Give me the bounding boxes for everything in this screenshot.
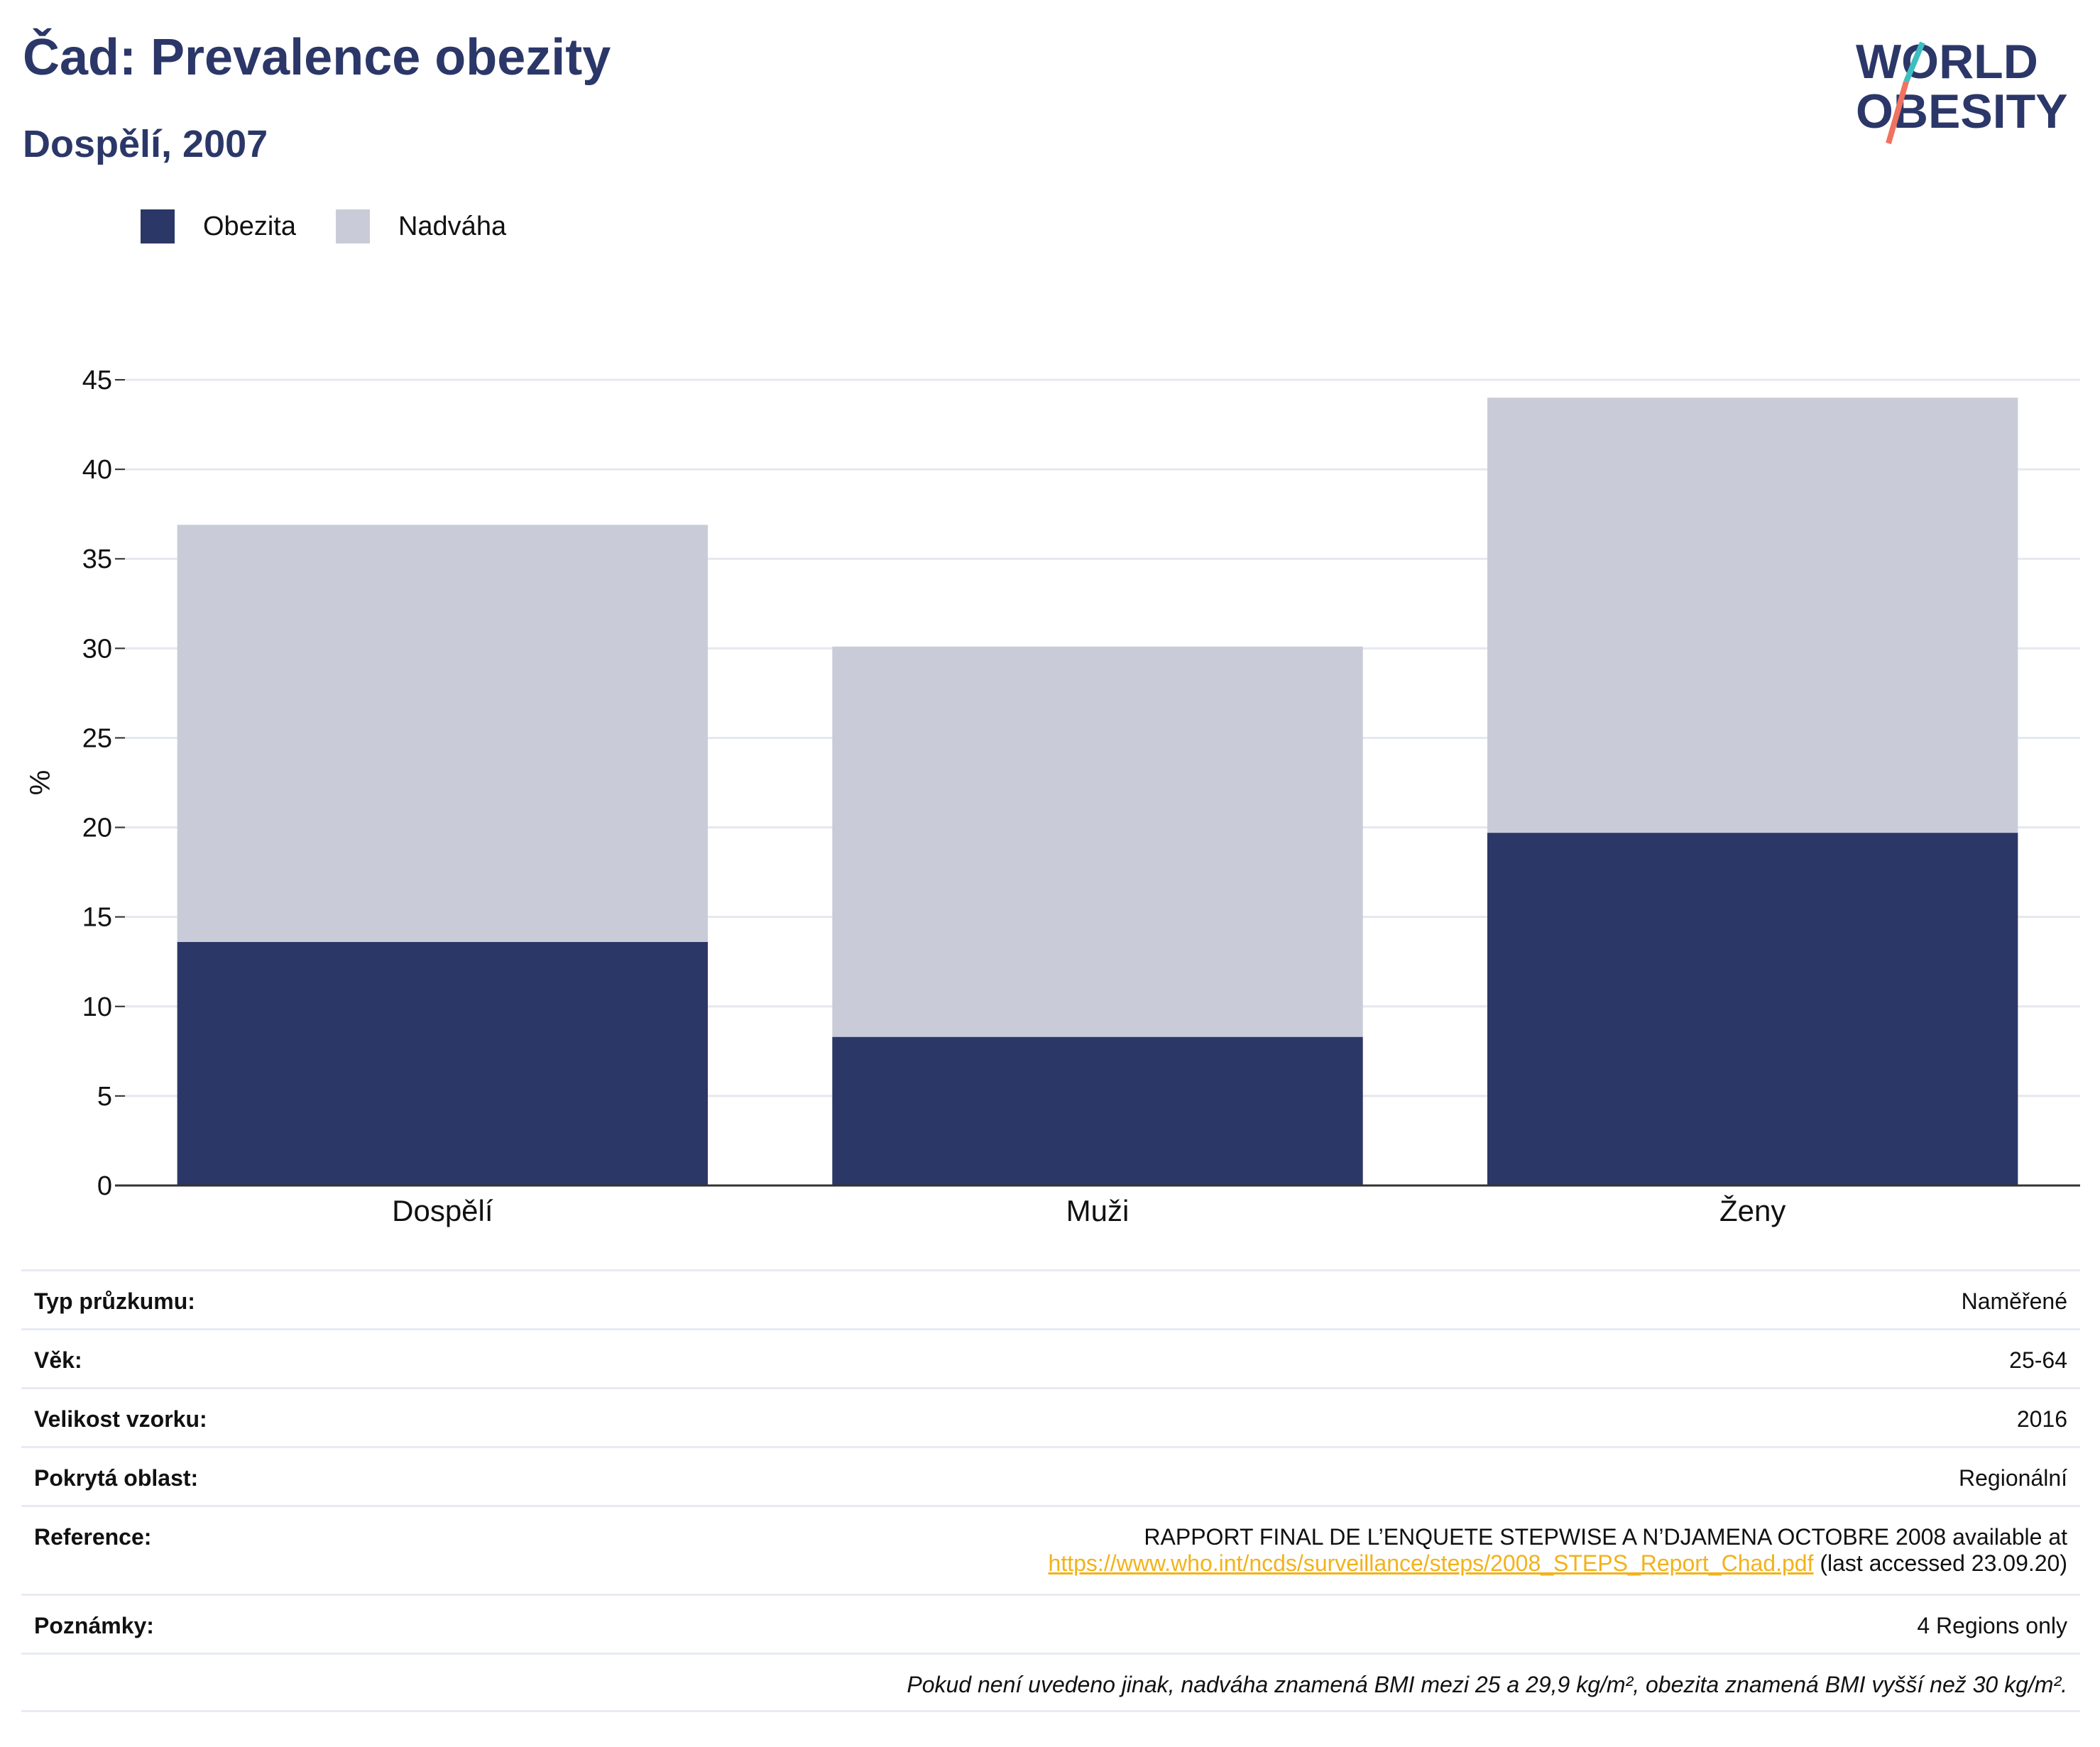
- y-tick-label: 40: [82, 455, 112, 485]
- y-tick-label: 15: [82, 903, 112, 933]
- y-tick-label: 0: [97, 1171, 112, 1201]
- bar-obesity-1: [177, 941, 709, 1185]
- y-tick-label: 35: [82, 544, 112, 574]
- logo-slash-coral: [1886, 80, 1909, 145]
- reference-text: RAPPORT FINAL DE L’ENQUETE STEPWISE A N’…: [1144, 1524, 2067, 1550]
- info-row-footnote: Pokud není uvedeno jinak, nadváha znamen…: [21, 1653, 2080, 1712]
- bar-obesity-3: [1487, 833, 2018, 1185]
- y-tick-label: 20: [82, 814, 112, 843]
- info-row-notes: Poznámky: 4 Regions only: [21, 1594, 2080, 1653]
- y-tick-label: 45: [82, 366, 112, 395]
- legend-label-overweight: Nadváha: [398, 211, 507, 241]
- legend-swatch-obesity: [141, 209, 175, 243]
- y-axis-title: %: [25, 770, 56, 796]
- x-category-label: Muži: [1066, 1194, 1130, 1227]
- logo-text-world: WORLD: [1856, 35, 2038, 89]
- info-label: Věk:: [34, 1347, 82, 1373]
- world-obesity-logo: WORLD OBESITY: [1856, 35, 2068, 145]
- info-value: 25-64: [2009, 1347, 2067, 1373]
- bar-overweight-2: [832, 646, 1363, 1037]
- legend-swatch-overweight: [335, 209, 370, 243]
- footnote-text: Pokud není uvedeno jinak, nadváha znamen…: [907, 1672, 2067, 1697]
- info-value: Naměřené: [1961, 1288, 2067, 1314]
- reference-link[interactable]: https://www.who.int/ncds/surveillance/st…: [1048, 1550, 1814, 1576]
- logo-text-obesity: OBESITY: [1856, 84, 2068, 138]
- y-tick-label: 5: [97, 1082, 112, 1112]
- legend-item-overweight[interactable]: Nadváha: [335, 209, 507, 243]
- info-row-survey-type: Typ průzkumu: Naměřené: [21, 1269, 2080, 1328]
- bar-obesity-2: [832, 1036, 1363, 1185]
- logo-slash-teal: [1903, 41, 1925, 83]
- info-value: 2016: [2016, 1406, 2067, 1432]
- bar-overweight-1: [177, 525, 709, 942]
- info-value: Regionální: [1959, 1465, 2067, 1491]
- info-table: Typ průzkumu: Naměřené Věk: 25-64 Veliko…: [21, 1269, 2080, 1712]
- y-tick-label: 10: [82, 992, 112, 1022]
- info-label: Velikost vzorku:: [34, 1406, 207, 1432]
- x-category-label: Ženy: [1719, 1194, 1785, 1227]
- page-title: Čad: Prevalence obezity: [23, 29, 611, 86]
- chart-legend: Obezita Nadváha: [141, 209, 546, 243]
- info-value: 4 Regions only: [1917, 1613, 2067, 1638]
- legend-label-obesity: Obezita: [203, 211, 296, 241]
- info-label: Reference:: [34, 1524, 152, 1550]
- info-label: Poznámky:: [34, 1613, 154, 1638]
- info-label: Typ průzkumu:: [34, 1288, 195, 1314]
- info-row-sample-size: Velikost vzorku: 2016: [21, 1387, 2080, 1446]
- x-category-label: Dospělí: [392, 1194, 493, 1227]
- legend-item-obesity[interactable]: Obezita: [141, 209, 296, 243]
- y-tick-label: 30: [82, 634, 112, 664]
- info-row-age: Věk: 25-64: [21, 1328, 2080, 1387]
- page-subtitle: Dospělí, 2007: [23, 123, 268, 165]
- info-row-coverage: Pokrytá oblast: Regionální: [21, 1446, 2080, 1505]
- reference-value: RAPPORT FINAL DE L’ENQUETE STEPWISE A N’…: [1049, 1524, 2067, 1577]
- reference-suffix: (last accessed 23.09.20): [1813, 1550, 2067, 1576]
- info-row-reference: Reference: RAPPORT FINAL DE L’ENQUETE ST…: [21, 1505, 2080, 1594]
- stacked-bar-chart: 0 5 10 15 20 25 30 35 40 45% Dospělí Muži Ženy: [25, 366, 2080, 1227]
- info-label: Pokrytá oblast:: [34, 1465, 199, 1491]
- y-tick-label: 25: [82, 723, 112, 753]
- bar-overweight-3: [1487, 398, 2018, 833]
